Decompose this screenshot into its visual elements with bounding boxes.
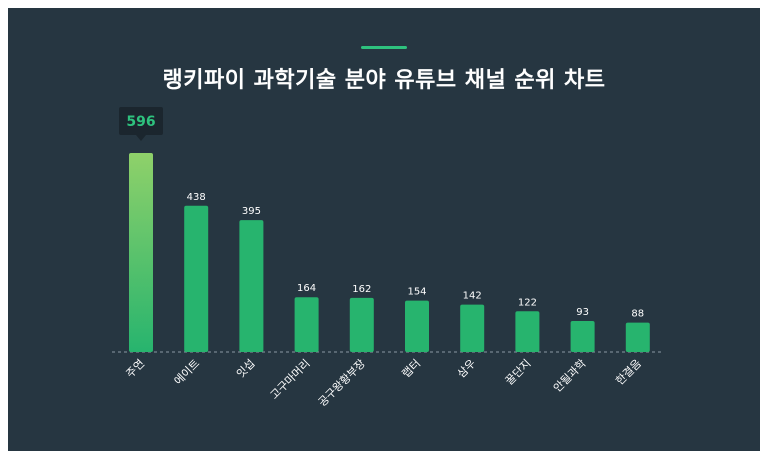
category-label-6: 삼우 (455, 357, 479, 381)
category-label-8: 안될과학 (550, 356, 589, 395)
data-label-1: 438 (187, 192, 206, 203)
data-label-2: 395 (242, 206, 261, 217)
bar-2 (239, 220, 264, 352)
bar-1 (184, 205, 209, 352)
data-label-6: 142 (463, 291, 482, 302)
category-label-1: 에이트 (172, 357, 203, 388)
data-label-4: 162 (352, 284, 371, 295)
value-tooltip-pointer (136, 135, 146, 141)
category-label-5: 랩터 (400, 357, 424, 381)
category-label-0: 주연 (124, 357, 148, 381)
data-label-9: 88 (631, 309, 644, 320)
category-label-3: 고구마머리 (268, 357, 313, 402)
bar-6 (460, 304, 485, 352)
bar-4 (349, 297, 374, 352)
category-label-4: 공구왕황부장 (316, 357, 368, 409)
category-label-2: 잇섭 (234, 357, 258, 381)
data-label-8: 93 (576, 307, 589, 318)
category-label-9: 한결음 (613, 357, 644, 388)
chart-title: 랭키파이 과학기술 분야 유튜브 채널 순위 차트 (162, 68, 606, 93)
data-label-0: 596 (126, 114, 155, 130)
data-label-5: 154 (407, 287, 426, 298)
bar-3 (294, 297, 319, 352)
value-tooltip-box (119, 107, 163, 135)
bar-5 (405, 300, 429, 352)
data-label-3: 164 (297, 283, 316, 294)
bar-7 (515, 311, 540, 352)
bar-9 (625, 322, 650, 352)
title-accent-bar (361, 46, 407, 49)
bar-0 (129, 153, 153, 352)
bar-8 (570, 320, 595, 352)
data-label-7: 122 (518, 297, 537, 308)
category-label-7: 꿀단지 (503, 357, 534, 388)
